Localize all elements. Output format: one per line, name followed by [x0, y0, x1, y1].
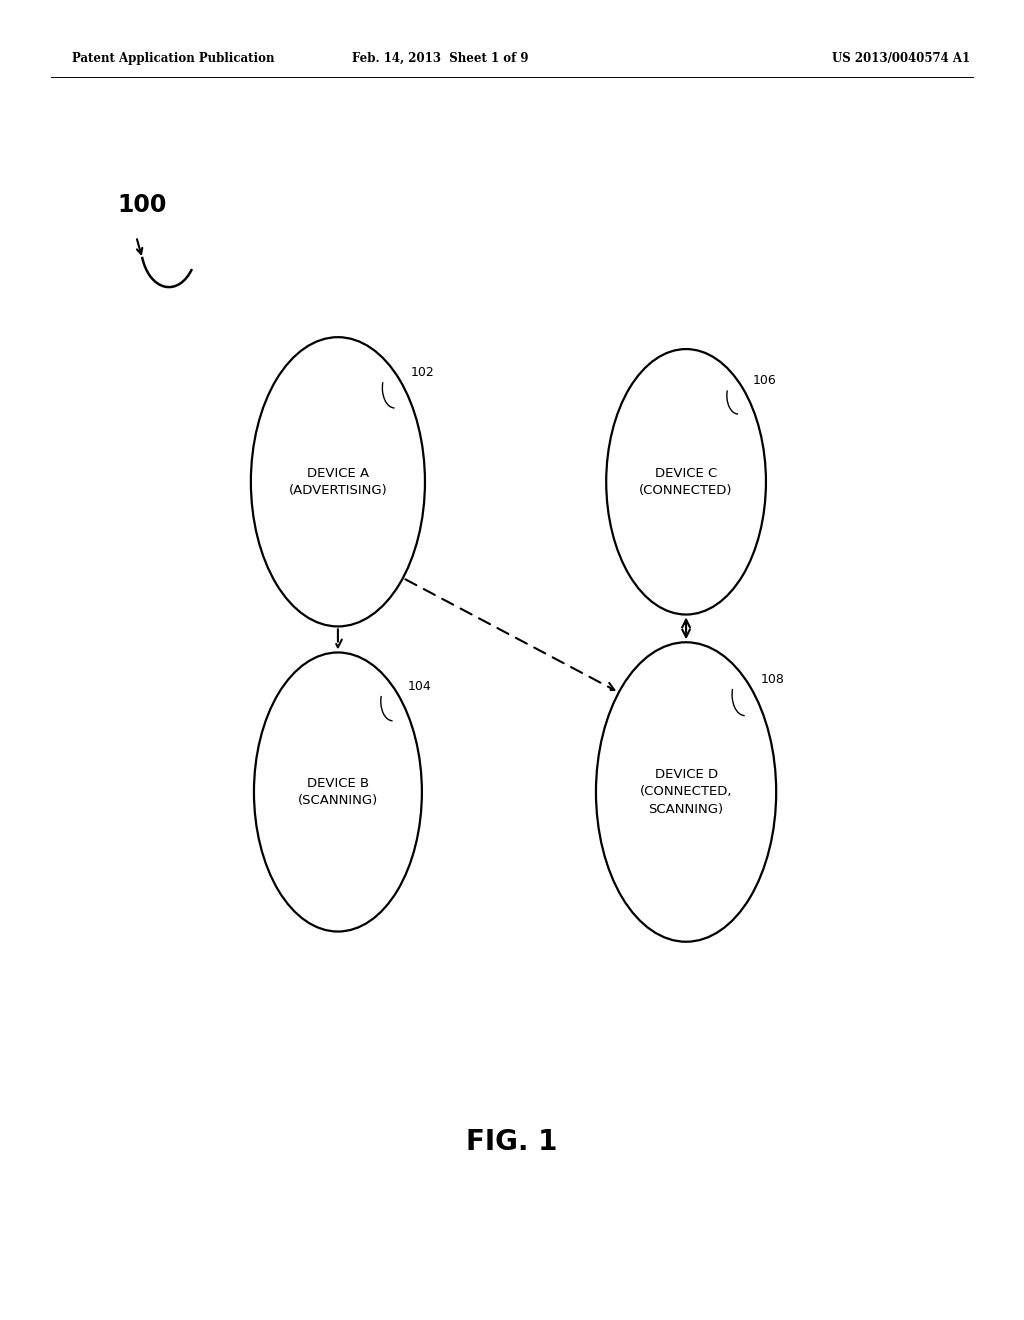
Text: Patent Application Publication: Patent Application Publication: [72, 51, 274, 65]
Text: 106: 106: [753, 375, 776, 388]
Ellipse shape: [596, 643, 776, 941]
Text: DEVICE D
(CONNECTED,
SCANNING): DEVICE D (CONNECTED, SCANNING): [640, 768, 732, 816]
Text: DEVICE C
(CONNECTED): DEVICE C (CONNECTED): [639, 467, 733, 496]
Text: 108: 108: [761, 673, 784, 685]
Text: FIG. 1: FIG. 1: [466, 1127, 558, 1156]
Text: Feb. 14, 2013  Sheet 1 of 9: Feb. 14, 2013 Sheet 1 of 9: [352, 51, 528, 65]
Ellipse shape: [251, 337, 425, 627]
Text: US 2013/0040574 A1: US 2013/0040574 A1: [833, 51, 970, 65]
Ellipse shape: [254, 652, 422, 932]
Text: DEVICE B
(SCANNING): DEVICE B (SCANNING): [298, 777, 378, 807]
Text: 102: 102: [411, 366, 434, 379]
Text: 100: 100: [118, 193, 167, 216]
Ellipse shape: [606, 348, 766, 615]
Text: DEVICE A
(ADVERTISING): DEVICE A (ADVERTISING): [289, 467, 387, 496]
Text: 104: 104: [408, 680, 431, 693]
